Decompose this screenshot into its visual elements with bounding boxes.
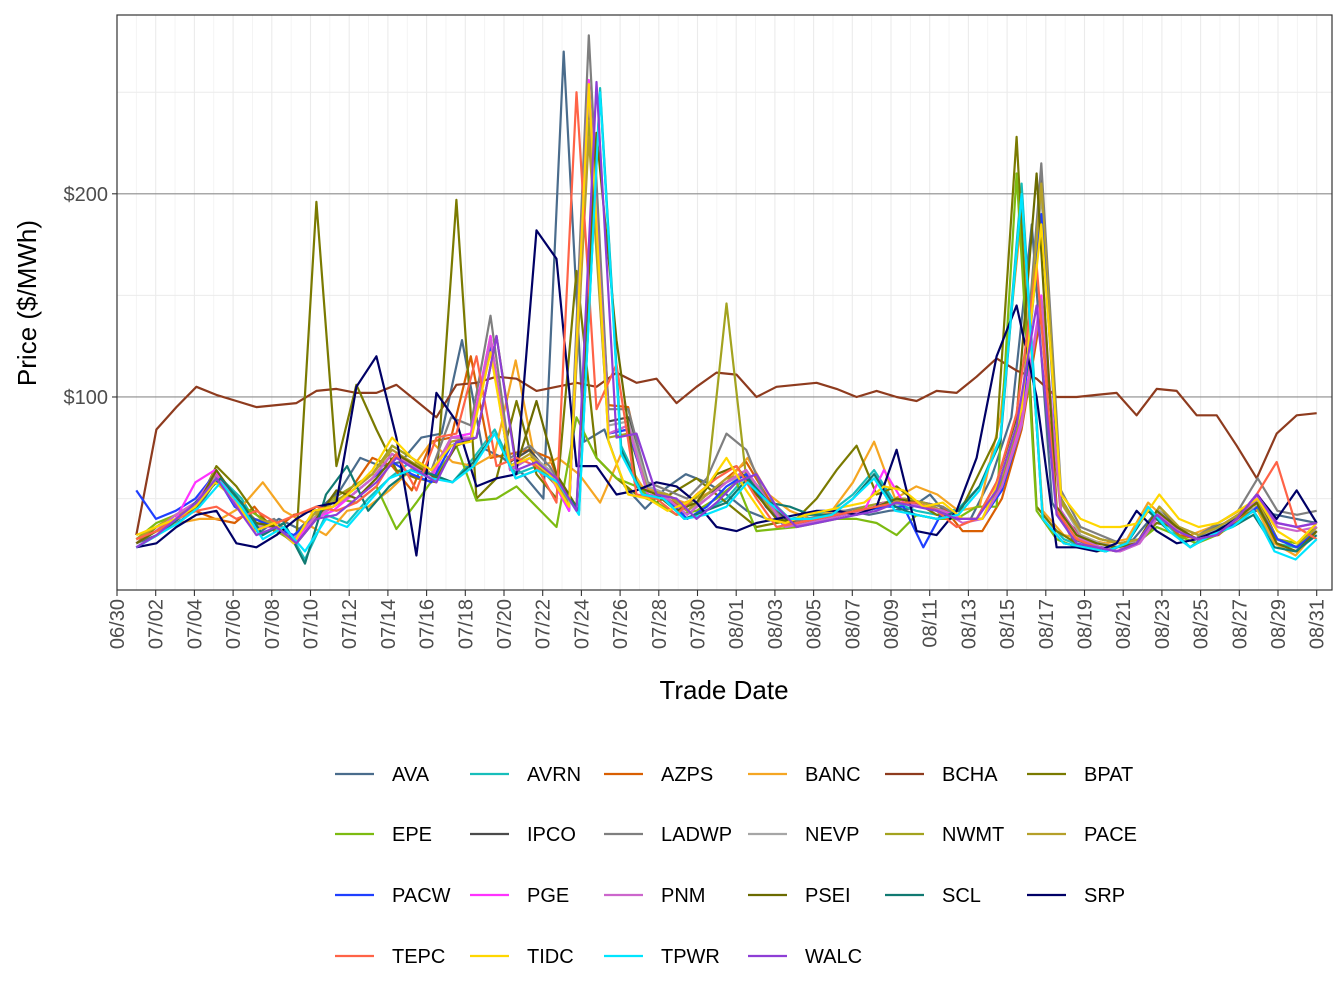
y-axis-title: Price ($/MWh): [12, 220, 42, 386]
x-tick-label: 07/18: [455, 599, 477, 649]
x-tick-label: 07/02: [146, 599, 168, 649]
x-tick-label: 07/24: [571, 599, 593, 649]
x-tick-label: 07/30: [688, 599, 710, 649]
x-tick-label: 08/15: [997, 599, 1019, 649]
legend-label: BPAT: [1084, 764, 1133, 786]
legend-label: BANC: [805, 764, 861, 786]
legend-label: PSEI: [805, 885, 851, 907]
x-tick-label: 08/09: [881, 599, 903, 649]
legend-item-scl: SCL: [885, 885, 981, 907]
legend-item-ipco: IPCO: [470, 824, 576, 846]
x-tick-label: 08/31: [1307, 599, 1329, 649]
legend-item-tidc: TIDC: [470, 946, 574, 968]
legend-label: TEPC: [392, 946, 445, 968]
legend-item-nwmt: NWMT: [885, 824, 1004, 846]
legend-item-pace: PACE: [1027, 824, 1137, 846]
legend-label: EPE: [392, 824, 432, 846]
legend-label: PACE: [1084, 824, 1137, 846]
x-tick-label: 07/26: [610, 599, 632, 649]
legend-label: LADWP: [661, 824, 732, 846]
legend-item-psei: PSEI: [748, 885, 851, 907]
legend-item-tpwr: TPWR: [604, 946, 720, 968]
x-tick-label: 08/05: [804, 599, 826, 649]
legend-label: WALC: [805, 946, 862, 968]
legend-item-ladwp: LADWP: [604, 824, 732, 846]
x-tick-label: 07/22: [533, 599, 555, 649]
y-axis: $100 $200: [64, 184, 117, 409]
legend-label: TIDC: [527, 946, 574, 968]
x-tick-label: 07/12: [339, 599, 361, 649]
legend-label: TPWR: [661, 946, 720, 968]
x-tick-label: 07/28: [649, 599, 671, 649]
legend-item-bpat: BPAT: [1027, 764, 1133, 786]
series-line-tidc: [135, 82, 1318, 545]
x-tick-label: 07/10: [301, 599, 323, 649]
series-line-tpwr: [135, 91, 1318, 561]
x-tick-label: 08/25: [1191, 599, 1213, 649]
legend: AVA AVRN AZPS BANC BCHA BPAT EPE IPCO LADWP NEVP N…: [335, 764, 1137, 968]
x-tick-label: 08/29: [1268, 599, 1290, 649]
legend-label: AVA: [392, 764, 430, 786]
x-tick-label: 08/01: [726, 599, 748, 649]
legend-item-banc: BANC: [748, 764, 861, 786]
legend-label: NWMT: [942, 824, 1004, 846]
x-axis-title: Trade Date: [659, 675, 788, 705]
legend-label: SCL: [942, 885, 981, 907]
legend-item-azps: AZPS: [604, 764, 713, 786]
legend-item-avrn: AVRN: [470, 764, 581, 786]
legend-item-pacw: PACW: [335, 885, 451, 907]
legend-item-tepc: TEPC: [335, 946, 445, 968]
x-tick-label: 08/07: [842, 599, 864, 649]
x-tick-label: 08/19: [1075, 599, 1097, 649]
legend-item-nevp: NEVP: [748, 824, 859, 846]
x-axis: 06/30 07/02 07/04 07/06 07/08 07/10 07/12 07/14…: [107, 590, 1329, 649]
y-tick-label: $100: [64, 387, 109, 409]
series-lines: [135, 34, 1318, 565]
y-tick-label: $200: [64, 184, 109, 206]
series-line-bcha: [135, 357, 1317, 536]
legend-label: IPCO: [527, 824, 576, 846]
legend-label: BCHA: [942, 764, 998, 786]
legend-item-walc: WALC: [748, 946, 862, 968]
legend-label: SRP: [1084, 885, 1125, 907]
x-tick-label: 08/21: [1113, 599, 1135, 649]
legend-item-pge: PGE: [470, 885, 569, 907]
legend-item-pnm: PNM: [604, 885, 705, 907]
x-tick-label: 06/30: [107, 599, 129, 649]
x-tick-label: 07/04: [184, 599, 206, 649]
x-tick-label: 07/20: [494, 599, 516, 649]
x-tick-label: 08/27: [1229, 599, 1251, 649]
grid-lines: [116, 15, 1332, 590]
legend-item-epe: EPE: [335, 824, 432, 846]
legend-label: PACW: [392, 885, 451, 907]
legend-label: PGE: [527, 885, 569, 907]
x-tick-label: 08/17: [1036, 599, 1058, 649]
series-line-srp: [136, 229, 1318, 557]
x-tick-label: 07/14: [378, 599, 400, 649]
legend-item-bcha: BCHA: [885, 764, 998, 786]
series-line-walc: [135, 80, 1317, 553]
x-tick-label: 07/06: [223, 599, 245, 649]
legend-label: NEVP: [805, 824, 859, 846]
x-tick-label: 07/16: [417, 599, 439, 649]
plot-panel-border: [116, 14, 1333, 591]
legend-label: AZPS: [661, 764, 713, 786]
x-tick-label: 08/11: [920, 599, 942, 648]
legend-label: PNM: [661, 885, 705, 907]
x-tick-label: 08/03: [765, 599, 787, 649]
legend-item-ava: AVA: [335, 764, 430, 786]
legend-label: AVRN: [527, 764, 581, 786]
legend-item-srp: SRP: [1027, 885, 1125, 907]
x-tick-label: 08/23: [1152, 599, 1174, 649]
x-tick-label: 08/13: [958, 599, 980, 649]
x-tick-label: 07/08: [262, 599, 284, 649]
